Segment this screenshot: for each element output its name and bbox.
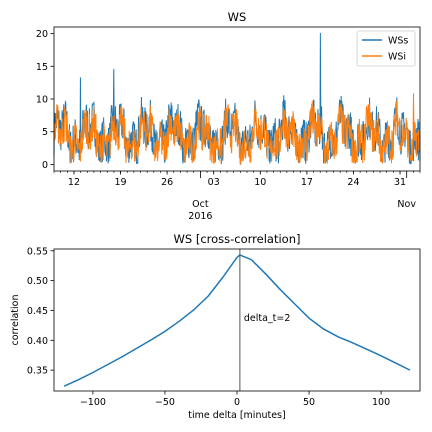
legend-label-wss: WSs <box>388 36 408 47</box>
y-tick-label: 0.55 <box>27 246 48 257</box>
x-axis-label: time delta [minutes] <box>188 410 285 421</box>
plot-frame <box>53 26 421 172</box>
chart-title: WS [cross-correlation] <box>174 232 301 246</box>
legend-label-wsi: WSi <box>388 52 406 63</box>
x-major-label: Oct <box>192 199 209 210</box>
x-tick-label: 19 <box>114 177 126 188</box>
x-tick-label: 03 <box>208 177 220 188</box>
x-tick-label: 31 <box>394 177 406 188</box>
cross-correlation-chart: WS [cross-correlation] delta_t=2 0.35 0.4… <box>10 232 421 421</box>
y-axis-label: correlation <box>10 295 21 346</box>
x-tick-label: 10 <box>254 177 266 188</box>
plot-frame <box>53 248 421 392</box>
legend: WSs WSi <box>356 30 416 67</box>
y-tick-label: 0.50 <box>27 276 48 287</box>
series-line-wsi <box>53 93 421 165</box>
series-group <box>53 32 421 166</box>
y-tick-label: 10 <box>36 95 48 106</box>
y-tick-label: 20 <box>36 29 48 40</box>
x-tick-label: 100 <box>372 397 390 408</box>
delta-t-label: delta_t=2 <box>244 313 291 324</box>
x-tick-label: 50 <box>303 397 315 408</box>
x-tick-label: 12 <box>68 177 80 188</box>
y-tick-label: 0.45 <box>27 306 48 317</box>
x-tick-label: −50 <box>155 397 175 408</box>
x-tick-label: −100 <box>80 397 106 408</box>
axes: 0.35 0.40 0.45 0.50 0.55 −100 −50 0 50 100 <box>27 246 390 408</box>
x-tick-label: 17 <box>301 177 313 188</box>
chart-title: WS <box>228 10 247 24</box>
x-tick-label: 24 <box>347 177 359 188</box>
y-tick-label: 0 <box>42 160 48 171</box>
y-tick-label: 15 <box>36 62 48 73</box>
series-group: delta_t=2 <box>63 249 411 391</box>
correlation-line <box>63 254 411 387</box>
y-tick-label: 5 <box>42 127 48 138</box>
x-major-label: Nov <box>397 199 416 210</box>
y-tick-label: 0.35 <box>27 366 48 377</box>
x-tick-label: 26 <box>161 177 173 188</box>
x-tick-label: 0 <box>234 397 240 408</box>
x-major-year-label: 2016 <box>188 211 212 222</box>
y-tick-label: 0.40 <box>27 336 48 347</box>
